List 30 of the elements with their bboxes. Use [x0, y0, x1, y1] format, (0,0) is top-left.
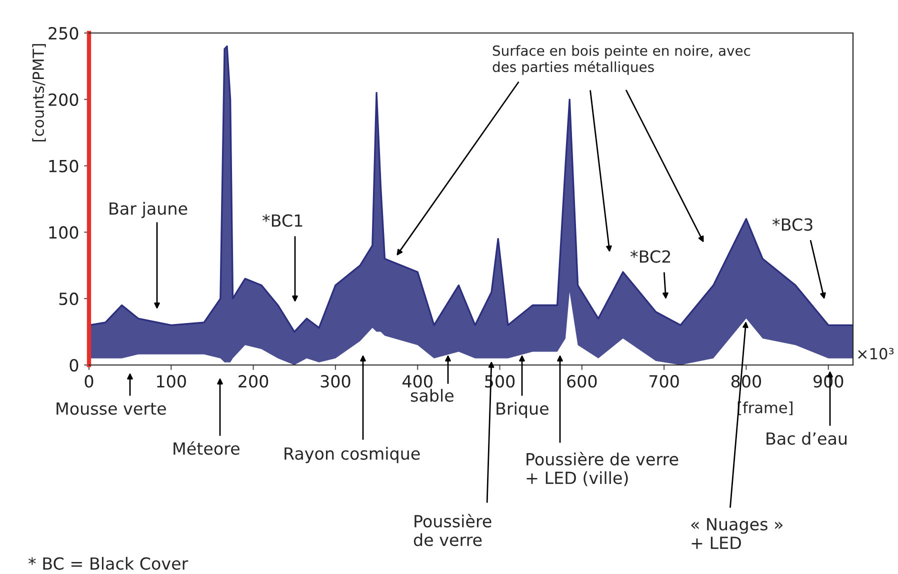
text: Mousse verte	[56, 402, 166, 415]
x-tick-label: 0	[84, 375, 94, 388]
annotation: Poussière de verre	[414, 514, 492, 546]
y-tick-label: 50	[59, 292, 78, 306]
annotation: *BC3	[772, 218, 812, 231]
text: Bac d’eau	[766, 432, 846, 445]
text: ×10³	[858, 348, 894, 360]
y-axis-title: [counts/PMT]	[32, 44, 46, 142]
y-tick-label: 0	[70, 358, 78, 372]
text: Rayon cosmique	[284, 446, 420, 464]
x-tick-label: 700	[650, 375, 679, 388]
text: * BC = Black Cover	[28, 556, 188, 570]
y-tick-label: 250	[48, 26, 78, 40]
text: sable	[410, 388, 454, 402]
x-tick-label: 600	[567, 375, 597, 388]
annotation: « Nuages » + LED	[691, 518, 782, 549]
annotation: *BC2	[630, 250, 670, 263]
y-tick-label: 100	[49, 226, 78, 239]
annotation: Surface en bois peinte en noire, avec des parties métalliques	[492, 45, 750, 75]
text: Brique	[496, 402, 548, 418]
x-tick-label: 400	[402, 375, 432, 388]
annotation: *BC1	[262, 214, 302, 227]
text: Méteore	[174, 441, 240, 455]
annotation: Bar jaune	[110, 202, 188, 218]
x-tick-label: 200	[238, 375, 268, 388]
y-tick-label: 200	[48, 93, 78, 106]
text: Poussière de verre + LED (ville)	[526, 452, 678, 486]
y-tick-label: 150	[49, 160, 78, 172]
x-tick-label: 300	[320, 375, 350, 388]
x-tick-label: 100	[157, 375, 186, 388]
